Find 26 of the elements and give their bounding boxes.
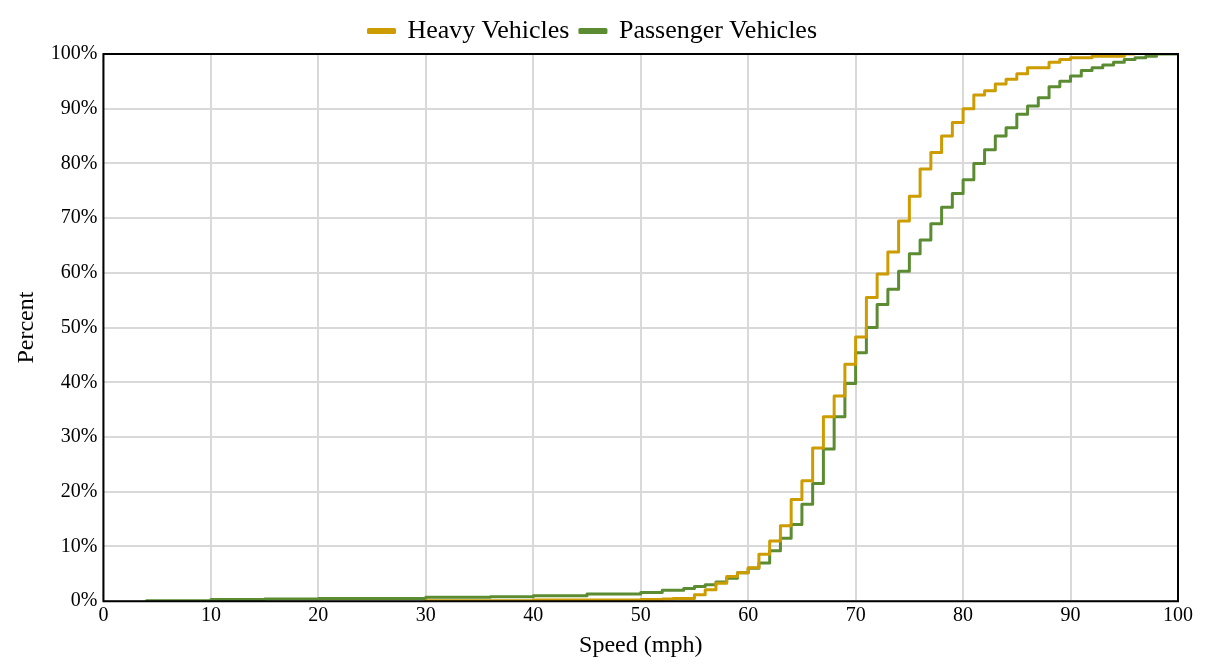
x-tick-label: 30 — [415, 603, 436, 626]
y-tick-label: 60% — [60, 260, 98, 283]
y-tick-label: 30% — [60, 424, 98, 447]
x-tick-label: 100 — [1163, 603, 1193, 626]
x-tick-label: 40 — [523, 603, 544, 626]
y-tick-label: 80% — [60, 150, 98, 173]
y-tick-label: 0% — [70, 588, 98, 611]
y-tick-label: 10% — [60, 533, 98, 556]
x-tick-label: 60 — [738, 603, 759, 626]
x-tick-label: 80 — [953, 603, 974, 626]
x-tick-label: 0 — [98, 603, 109, 626]
x-tick-label: 50 — [630, 603, 651, 626]
y-axis-title: Percent — [11, 291, 38, 364]
y-tick-label: 20% — [60, 479, 98, 502]
legend-label: Passenger Vehicles — [618, 14, 818, 44]
legend-label: Heavy Vehicles — [407, 14, 570, 44]
y-tick-label: 70% — [60, 205, 98, 228]
y-tick-label: 100% — [50, 41, 98, 64]
x-axis-title: Speed (mph) — [579, 630, 703, 657]
y-tick-label: 50% — [60, 314, 98, 337]
x-tick-label: 90 — [1060, 603, 1081, 626]
x-tick-label: 70 — [845, 603, 866, 626]
y-tick-label: 90% — [60, 95, 98, 118]
x-tick-label: 10 — [200, 603, 221, 626]
y-tick-label: 40% — [60, 369, 98, 392]
x-tick-label: 20 — [308, 603, 329, 626]
